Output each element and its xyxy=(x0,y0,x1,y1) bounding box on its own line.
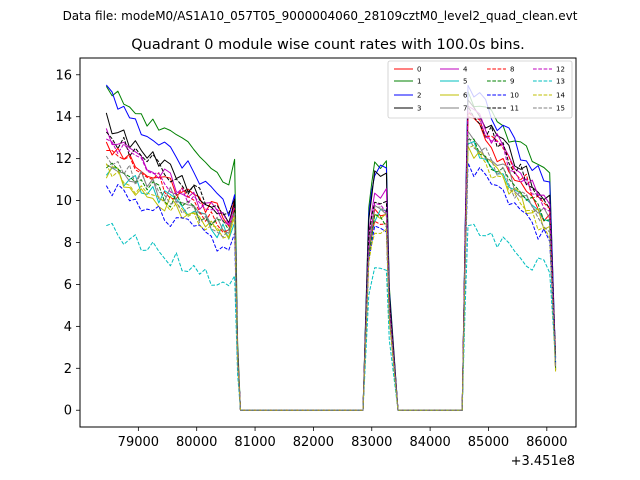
legend-label-13: 13 xyxy=(556,78,565,86)
legend-label-0: 0 xyxy=(417,66,421,74)
x-tick-label: 86000 xyxy=(526,435,567,450)
series-layer xyxy=(105,84,557,411)
x-tick-label: 83000 xyxy=(351,435,392,450)
x-tick-label: 82000 xyxy=(293,435,334,450)
legend-label-7: 7 xyxy=(463,105,467,113)
legend-label-9: 9 xyxy=(510,78,514,86)
supertitle: Data file: modeM0/AS1A10_057T05_90000040… xyxy=(63,9,578,23)
x-tick-label: 85000 xyxy=(468,435,509,450)
y-tick-label: 0 xyxy=(64,404,72,419)
axes-layer: 79000 80000 81000 82000 83000 84000 85000 86000… xyxy=(55,68,567,450)
y-tick-label: 4 xyxy=(64,320,72,335)
y-tick-label: 14 xyxy=(55,110,72,125)
y-tick-label: 6 xyxy=(64,278,72,293)
legend-label-14: 14 xyxy=(556,92,565,100)
series-line-9 xyxy=(105,138,557,411)
series-line-10 xyxy=(105,162,557,411)
x-tick-label: 80000 xyxy=(176,435,217,450)
legend-label-4: 4 xyxy=(463,66,468,74)
x-tick-label: 84000 xyxy=(409,435,450,450)
legend-box xyxy=(387,60,573,119)
series-line-15 xyxy=(105,135,557,411)
y-tick-label: 16 xyxy=(55,68,72,83)
x-tick-label: 79000 xyxy=(118,435,159,450)
legend-label-5: 5 xyxy=(463,78,467,86)
plot-frame xyxy=(79,57,577,428)
y-tick-label: 10 xyxy=(55,194,72,209)
series-line-11 xyxy=(105,105,557,411)
legend-label-12: 12 xyxy=(556,66,565,74)
legend-label-10: 10 xyxy=(510,92,519,100)
chart-title: Quadrant 0 module wise count rates with … xyxy=(131,37,525,53)
legend-label-2: 2 xyxy=(417,92,421,100)
y-tick-label: 2 xyxy=(64,362,72,377)
legend-label-6: 6 xyxy=(463,92,468,100)
y-tick-label: 12 xyxy=(55,152,72,167)
y-tick-label: 8 xyxy=(64,236,72,251)
legend-label-8: 8 xyxy=(510,66,514,74)
plot-background xyxy=(80,58,576,427)
legend-label-15: 15 xyxy=(556,105,565,113)
legend-label-3: 3 xyxy=(417,105,421,113)
legend-label-1: 1 xyxy=(417,78,421,86)
x-offset-label: +3.451e8 xyxy=(511,454,575,469)
legend-label-11: 11 xyxy=(510,105,519,113)
x-tick-label: 81000 xyxy=(234,435,275,450)
